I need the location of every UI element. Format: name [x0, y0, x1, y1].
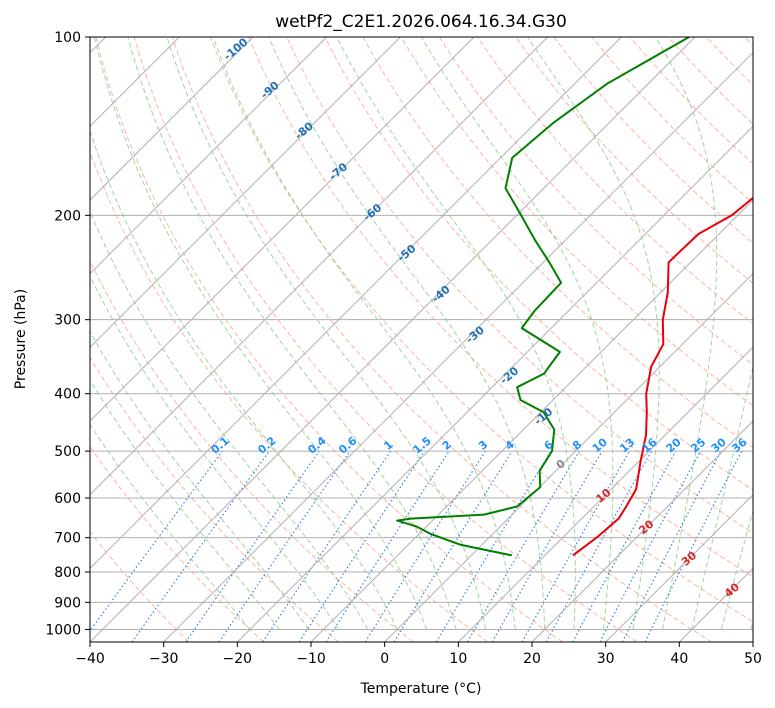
dry-adiabat-line [324, 37, 753, 491]
x-tick-label: 30 [597, 651, 615, 667]
x-tick-label: 40 [670, 651, 688, 667]
dry-adiabat-line [400, 37, 753, 407]
mixing-ratio-line [491, 450, 603, 642]
dewpoint-line [396, 37, 690, 557]
y-tick-label: 600 [54, 491, 81, 507]
moist-adiabat-line [166, 37, 487, 630]
x-axis-title: Temperature (°C) [360, 681, 482, 697]
moist-adiabat-line [527, 37, 660, 630]
moist-adiabat-line [212, 37, 516, 630]
dry-adiabat-line [171, 37, 712, 642]
mixing-ratio-line [185, 450, 320, 642]
y-tick-label: 1000 [45, 622, 81, 638]
series-lines [396, 37, 753, 557]
isotherm-line [90, 37, 475, 422]
x-tick-label: −30 [149, 651, 179, 667]
mixing-ratio-line [218, 450, 351, 642]
dry-adiabat-line [95, 37, 563, 642]
mixing-ratio-line [364, 450, 486, 642]
dry-adiabat-line [477, 37, 753, 325]
isotherm-line [90, 37, 696, 642]
dry-adiabat-line [591, 37, 753, 204]
dry-adiabat-line [553, 37, 753, 244]
y-axis-title: Pressure (hPa) [13, 289, 29, 389]
x-tick-label: 50 [744, 651, 762, 667]
mixing-ratio-line [131, 450, 270, 642]
x-tick-label: 20 [523, 651, 541, 667]
y-tick-label: 200 [54, 208, 81, 224]
x-tick-label: 0 [380, 651, 389, 667]
dry-adiabat-line [438, 37, 753, 366]
isotherm-line [531, 420, 753, 642]
y-tick-label: 400 [54, 387, 81, 403]
plot-frame [89, 36, 754, 643]
x-tick-label: −40 [75, 651, 105, 667]
moist-adiabat-line [268, 37, 546, 630]
isotherm-line [90, 37, 549, 496]
mixing-ratio-line [325, 450, 450, 642]
y-tick-label: 700 [54, 531, 81, 547]
y-tick-label: 500 [54, 444, 81, 460]
isotherm-line [90, 37, 328, 275]
y-tick-label: 100 [54, 30, 81, 46]
moist-adiabat-line [90, 330, 310, 630]
y-tick-label: 300 [54, 313, 81, 329]
mixing-ratio-line [90, 450, 223, 632]
isotherm-line [90, 37, 401, 349]
dry-adiabat-line [248, 37, 753, 578]
chart-title: wetPf2_C2E1.2026.064.16.34.G30 [275, 12, 567, 32]
moist-adiabat-line [655, 37, 718, 630]
isotherm-line [90, 37, 622, 570]
dry-adiabat-line [90, 150, 488, 642]
isotherm-line [605, 493, 753, 642]
moist-adiabat-line [127, 37, 457, 630]
moist-adiabat-line [90, 275, 339, 630]
mixing-ratio-line [435, 450, 552, 642]
isotherm-line [90, 37, 254, 201]
moist-adiabat-line [420, 37, 614, 630]
x-tick-label: −10 [296, 651, 326, 667]
mixing-ratio-line [521, 450, 631, 642]
isotherm-line [384, 272, 753, 642]
moist-adiabat-line [90, 423, 251, 630]
dry-adiabat-line [133, 37, 638, 642]
axis-ticks: −40 −30 −20 −10 0 10 20 30 40 50 100 200 300 400 500 60… [45, 30, 762, 667]
moist-adiabat-line [90, 129, 398, 630]
dry-adiabat-line [90, 259, 414, 642]
moist-adiabats [90, 37, 753, 630]
dry-adiabat-line [90, 531, 190, 642]
isotherm-line [163, 51, 753, 642]
dry-adiabat-line [90, 356, 339, 642]
x-tick-label: −20 [223, 651, 253, 667]
mixing-ratio-line [466, 450, 580, 642]
mixing-ratio-line [572, 450, 677, 642]
moist-adiabat-line [336, 37, 576, 630]
dry-adiabat-line [210, 37, 753, 623]
isotherm-line [310, 199, 753, 642]
y-tick-label: 800 [54, 565, 81, 581]
y-tick-label: 900 [54, 595, 81, 611]
isotherm-line [457, 346, 753, 642]
mixing-ratio-line [393, 450, 513, 642]
temperature-line [572, 196, 753, 557]
x-tick-label: 10 [449, 651, 467, 667]
dry-adiabat-line [286, 37, 753, 534]
